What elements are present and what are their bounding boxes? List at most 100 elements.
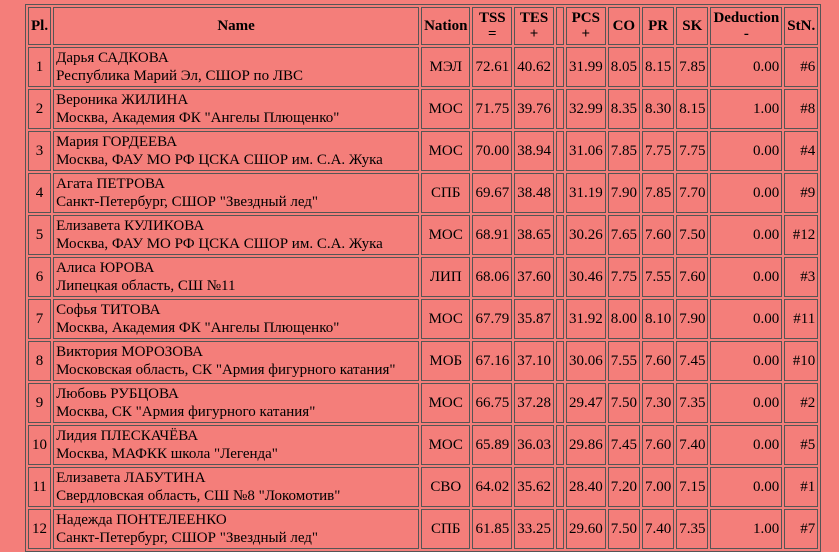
nation-cell: МОС: [421, 215, 471, 255]
spacer-cell: [555, 299, 564, 339]
co-cell: 7.20: [607, 467, 640, 507]
nation-cell: МОС: [421, 383, 471, 423]
place-cell: 5: [28, 215, 52, 255]
spacer-cell: [555, 257, 564, 297]
pr-cell: 7.60: [641, 425, 675, 465]
table-row: 2 Вероника ЖИЛИНА Москва, Академия ФК "А…: [28, 89, 819, 129]
place-cell: 9: [28, 383, 52, 423]
pcs-cell: 29.47: [565, 383, 606, 423]
header-name: Name: [53, 7, 420, 45]
co-cell: 8.05: [607, 47, 640, 87]
pcs-cell: 29.86: [565, 425, 606, 465]
pr-cell: 7.75: [641, 131, 675, 171]
deduction-cell: 0.00: [710, 131, 783, 171]
skater-name: Мария ГОРДЕЕВА: [56, 134, 178, 150]
start-number-cell: #3: [784, 257, 819, 297]
tss-cell: 64.02: [472, 467, 513, 507]
skater-cell: Дарья САДКОВА Республика Марий Эл, СШОР …: [53, 47, 420, 87]
pr-cell: 7.55: [641, 257, 675, 297]
spacer-cell: [555, 89, 564, 129]
table-row: 10 Лидия ПЛЕСКАЧЁВА Москва, МАФКК школа …: [28, 425, 819, 465]
start-number-cell: #8: [784, 89, 819, 129]
co-cell: 7.55: [607, 341, 640, 381]
skater-club: Республика Марий Эл, СШОР по ЛВС: [56, 68, 304, 84]
pcs-cell: 31.99: [565, 47, 606, 87]
pr-cell: 8.10: [641, 299, 675, 339]
nation-cell: МОС: [421, 89, 471, 129]
skater-cell: Вероника ЖИЛИНА Москва, Академия ФК "Анг…: [53, 89, 420, 129]
skater-club: Москва, Академия ФК "Ангелы Плющенко": [56, 110, 340, 126]
sk-cell: 7.45: [676, 341, 709, 381]
tss-cell: 69.67: [472, 173, 513, 213]
tss-cell: 71.75: [472, 89, 513, 129]
header-tes: TES +: [514, 7, 554, 45]
tes-cell: 38.65: [514, 215, 554, 255]
skater-cell: Елизавета КУЛИКОВА Москва, ФАУ МО РФ ЦСК…: [53, 215, 420, 255]
table-row: 3 Мария ГОРДЕЕВА Москва, ФАУ МО РФ ЦСКА …: [28, 131, 819, 171]
start-number-cell: #5: [784, 425, 819, 465]
place-cell: 6: [28, 257, 52, 297]
co-cell: 7.50: [607, 383, 640, 423]
skater-name: Виктория МОРОЗОВА: [56, 344, 204, 360]
start-number-cell: #11: [784, 299, 819, 339]
pcs-cell: 30.06: [565, 341, 606, 381]
skater-name: Елизавета КУЛИКОВА: [56, 218, 205, 234]
pr-cell: 7.60: [641, 215, 675, 255]
nation-cell: СПБ: [421, 173, 471, 213]
start-number-cell: #10: [784, 341, 819, 381]
header-co: CO: [607, 7, 640, 45]
nation-cell: МОС: [421, 131, 471, 171]
skater-cell: Агата ПЕТРОВА Санкт-Петербург, СШОР "Зве…: [53, 173, 420, 213]
co-cell: 8.35: [607, 89, 640, 129]
co-cell: 7.75: [607, 257, 640, 297]
skater-name: Агата ПЕТРОВА: [56, 176, 165, 192]
header-pcs: PCS +: [565, 7, 606, 45]
sk-cell: 8.15: [676, 89, 709, 129]
skater-club: Санкт-Петербург, СШОР "Звездный лед": [56, 194, 319, 210]
deduction-cell: 0.00: [710, 299, 783, 339]
header-row: Pl. Name Nation TSS = TES + PCS + CO PR SK …: [28, 7, 819, 45]
spacer-cell: [555, 173, 564, 213]
skater-name: Елизавета ЛАБУТИНА: [56, 470, 206, 486]
skater-club: Москва, ФАУ МО РФ ЦСКА СШОР им. С.А. Жук…: [56, 236, 383, 252]
pcs-cell: 29.60: [565, 509, 606, 549]
deduction-cell: 0.00: [710, 425, 783, 465]
header-place: Pl.: [28, 7, 52, 45]
tes-cell: 38.94: [514, 131, 554, 171]
tss-cell: 68.06: [472, 257, 513, 297]
header-nation: Nation: [421, 7, 471, 45]
table-row: 8 Виктория МОРОЗОВА Московская область, …: [28, 341, 819, 381]
tes-cell: 35.62: [514, 467, 554, 507]
tes-cell: 35.87: [514, 299, 554, 339]
skater-name: Любовь РУБЦОВА: [56, 386, 179, 402]
pcs-cell: 30.46: [565, 257, 606, 297]
spacer-cell: [555, 341, 564, 381]
header-deduction: Deduction -: [710, 7, 783, 45]
deduction-cell: 0.00: [710, 215, 783, 255]
skater-cell: Мария ГОРДЕЕВА Москва, ФАУ МО РФ ЦСКА СШ…: [53, 131, 420, 171]
header-tes-sign: +: [529, 26, 539, 42]
header-tss-sign: =: [488, 26, 497, 42]
nation-cell: СПБ: [421, 509, 471, 549]
spacer-cell: [555, 425, 564, 465]
sk-cell: 7.35: [676, 509, 709, 549]
pcs-cell: 31.06: [565, 131, 606, 171]
skater-club: Москва, ФАУ МО РФ ЦСКА СШОР им. С.А. Жук…: [56, 152, 383, 168]
tes-cell: 37.10: [514, 341, 554, 381]
start-number-cell: #1: [784, 467, 819, 507]
nation-cell: МЭЛ: [421, 47, 471, 87]
header-spacer: [555, 7, 564, 45]
tes-cell: 33.25: [514, 509, 554, 549]
start-number-cell: #4: [784, 131, 819, 171]
header-deduction-sign: -: [743, 26, 749, 42]
sk-cell: 7.15: [676, 467, 709, 507]
table-row: 1 Дарья САДКОВА Республика Марий Эл, СШО…: [28, 47, 819, 87]
start-number-cell: #2: [784, 383, 819, 423]
tes-cell: 40.62: [514, 47, 554, 87]
pr-cell: 7.40: [641, 509, 675, 549]
deduction-cell: 0.00: [710, 173, 783, 213]
place-cell: 11: [28, 467, 52, 507]
co-cell: 8.00: [607, 299, 640, 339]
nation-cell: СВО: [421, 467, 471, 507]
start-number-cell: #6: [784, 47, 819, 87]
